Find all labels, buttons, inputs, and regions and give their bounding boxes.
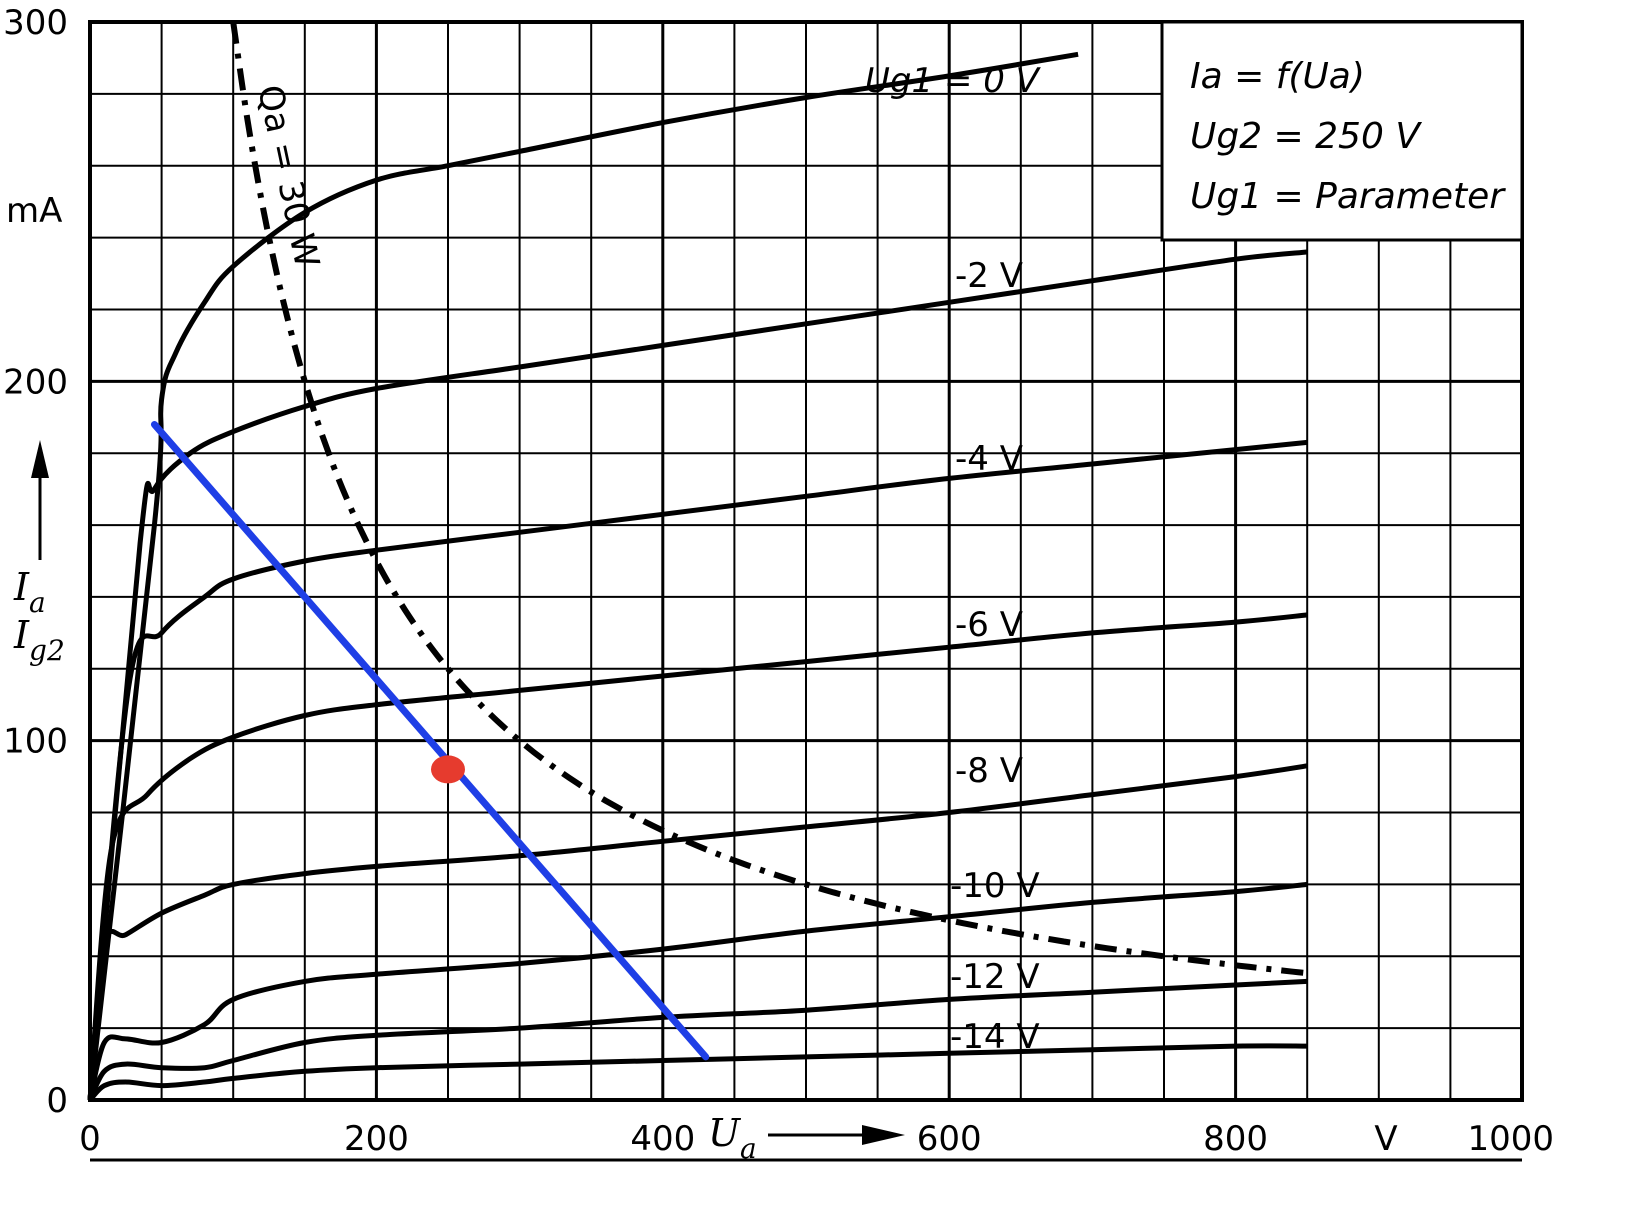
series-label: -8 V xyxy=(955,751,1023,791)
load-line xyxy=(150,420,710,1061)
x-tick-label: 400 xyxy=(630,1119,695,1159)
x-tick-label: 600 xyxy=(917,1119,982,1159)
plot-frame xyxy=(88,20,1524,1102)
y-axis-label: Ig2 xyxy=(13,613,65,667)
y-axis-arrow-head xyxy=(31,440,49,478)
y-tick-label: 300 xyxy=(3,3,68,43)
series-line xyxy=(88,1043,1308,1102)
series-label: -6 V xyxy=(955,605,1023,645)
y-tick-label: 200 xyxy=(3,362,68,402)
x-tick-label: 200 xyxy=(344,1119,409,1159)
series-line xyxy=(87,249,1308,1101)
series-line xyxy=(87,763,1308,1101)
series-label: Ug1 = 0 V xyxy=(865,61,1042,101)
series-label: -4 V xyxy=(955,439,1023,479)
y-tick-label: 100 xyxy=(3,722,68,762)
legend-box xyxy=(1160,20,1524,242)
legend-line: Ug1 = Parameter xyxy=(1190,176,1506,217)
series-label: -2 V xyxy=(955,256,1023,296)
series-label: -12 V xyxy=(950,957,1040,997)
series-label: -10 V xyxy=(950,866,1040,906)
series-line xyxy=(87,978,1308,1102)
y-axis-label: Ia xyxy=(13,565,46,619)
series-label: -14 V xyxy=(950,1017,1040,1057)
legend-line: Ia = f(Ua) xyxy=(1190,56,1365,97)
y-unit-label: mA xyxy=(6,191,62,231)
series-line xyxy=(87,612,1308,1101)
x-tick-label: 0 xyxy=(79,1119,101,1159)
power-limit-curve xyxy=(230,21,1308,977)
x-tick-label: 1000 xyxy=(1467,1119,1554,1159)
operating-point xyxy=(431,755,465,784)
x-unit-label: V xyxy=(1374,1119,1397,1159)
x-axis-arrow-head xyxy=(862,1125,905,1145)
series-line xyxy=(87,51,1079,1101)
series-line xyxy=(87,881,1308,1101)
legend-line: Ug2 = 250 V xyxy=(1190,116,1422,157)
x-tick-label: 800 xyxy=(1203,1119,1268,1159)
x-axis-label: Ua xyxy=(708,1111,757,1165)
y-tick-label: 0 xyxy=(46,1081,68,1121)
series-line xyxy=(87,439,1308,1101)
